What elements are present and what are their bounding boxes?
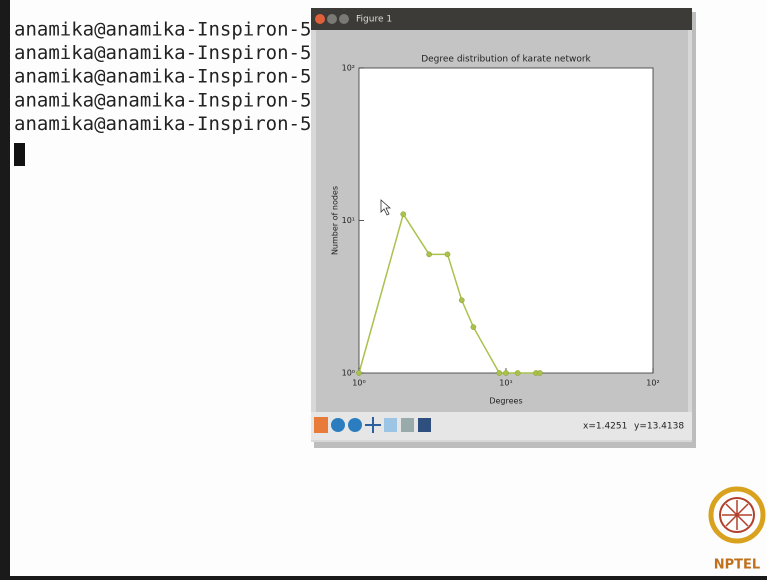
y-tick-label: 10¹ bbox=[342, 216, 355, 225]
data-point bbox=[470, 324, 477, 330]
minimize-button[interactable] bbox=[327, 14, 337, 24]
data-point bbox=[400, 211, 407, 218]
x-tick-label: 10¹ bbox=[499, 379, 512, 388]
terminal-line: anamika@anamika-Inspiron-5423: bbox=[14, 19, 357, 41]
y-tick-label: 10⁰ bbox=[342, 369, 355, 378]
mouse-pointer bbox=[380, 199, 392, 216]
toolbar-buttons bbox=[314, 417, 431, 433]
logo-text: NPTEL bbox=[714, 558, 760, 573]
left-edge bbox=[0, 0, 10, 580]
data-point bbox=[537, 370, 543, 376]
y-axis-label: Number of nodes bbox=[331, 186, 340, 255]
chart-title: Degree distribution of karate network bbox=[421, 55, 591, 65]
window-title: Figure 1 bbox=[356, 15, 392, 25]
terminal-line: anamika@anamika-Inspiron-5423: bbox=[14, 42, 357, 64]
forward-button[interactable] bbox=[348, 418, 362, 432]
nptel-emblem bbox=[708, 486, 766, 544]
configure-button[interactable] bbox=[401, 418, 414, 432]
close-button[interactable] bbox=[315, 14, 325, 24]
pan-button[interactable] bbox=[365, 417, 381, 433]
data-point bbox=[356, 370, 362, 376]
status-x: x=1.4251 bbox=[583, 422, 627, 432]
terminal-line: anamika@anamika-Inspiron-5423: bbox=[14, 113, 357, 135]
zoom-button[interactable] bbox=[384, 418, 397, 432]
terminal: anamika@anamika-Inspiron-5423:anamika@an… bbox=[14, 19, 357, 135]
x-tick-label: 10² bbox=[646, 379, 659, 388]
bottom-edge bbox=[0, 576, 767, 580]
y-tick-label: 10² bbox=[342, 64, 355, 73]
axes bbox=[358, 67, 654, 374]
maximize-button[interactable] bbox=[339, 14, 349, 24]
data-point bbox=[426, 251, 432, 258]
home-button[interactable] bbox=[314, 417, 328, 433]
back-button[interactable] bbox=[331, 418, 345, 432]
data-point bbox=[444, 251, 451, 258]
plot: Degree distribution of karate network Deg… bbox=[331, 55, 660, 406]
x-axis-label: Degrees bbox=[489, 397, 522, 406]
terminal-line: anamika@anamika-Inspiron-5423: bbox=[14, 66, 357, 88]
title-bar bbox=[311, 8, 692, 30]
status-y: y=13.4138 bbox=[634, 422, 684, 432]
terminal-line: anamika@anamika-Inspiron-5423: bbox=[14, 89, 357, 111]
cursor bbox=[14, 143, 25, 166]
data-point bbox=[503, 370, 509, 376]
data-point bbox=[458, 297, 465, 304]
data-point bbox=[496, 370, 503, 376]
x-tick-label: 10⁰ bbox=[352, 379, 365, 388]
save-button[interactable] bbox=[418, 418, 431, 432]
data-point bbox=[514, 370, 521, 376]
